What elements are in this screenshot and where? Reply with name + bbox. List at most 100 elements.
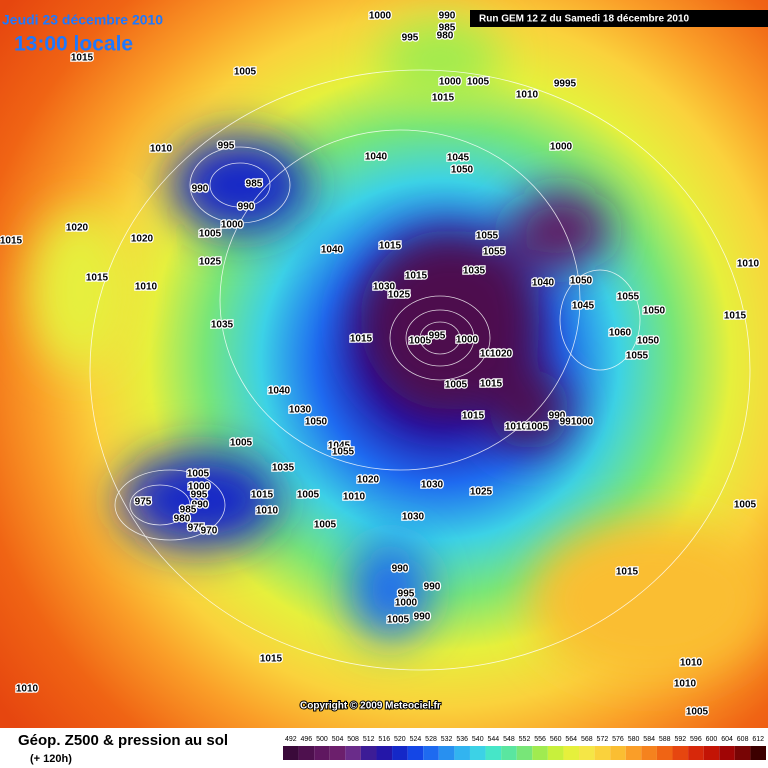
scale-label: 512 [363,736,375,743]
run-info: Run GEM 12 Z du Samedi 18 décembre 2010 [479,14,690,25]
scale-label: 536 [456,736,468,743]
isobar-label: 995 [398,589,415,600]
scale-label: 504 [332,736,344,743]
scale-label: 604 [721,736,733,743]
isobar-label: 1020 [490,349,513,360]
isobar-label: 1035 [211,320,234,331]
isobar-label: 970 [201,526,218,537]
isobar-label: 1035 [272,463,295,474]
isobar-label: 1010 [516,90,539,101]
scale-label: 544 [487,736,499,743]
isobar-label: 1020 [357,475,380,486]
isobar-label: 1050 [570,276,593,287]
isobar-label: 1055 [332,447,355,458]
scale-cell [547,746,564,760]
isobar-label: 1000 [456,335,479,346]
isobar-label: 1010 [480,349,503,360]
isobar-label: 1030 [289,405,312,416]
isobar-label: 1015 [432,93,455,104]
isobar-label: 990 [192,184,209,195]
scale-cell [283,746,299,760]
isobar-label: 1030 [373,282,396,293]
isobar-label: 1040 [532,278,555,289]
scale-label: 580 [628,736,640,743]
scale-label: 576 [612,736,624,743]
scale-label: 564 [565,736,577,743]
isobar-label: 985 [439,23,456,34]
scale-cell [501,746,517,760]
scale-cell [625,746,642,760]
footer-subtitle: (+ 120h) [30,753,72,765]
isobar-label: 1045 [572,301,595,312]
isobar-label: 1010 [680,658,703,669]
scale-label: 588 [659,736,671,743]
isobar-label: 1015 [379,241,402,252]
isobar-label: 1010 [505,422,528,433]
isobar-label: 1030 [402,512,425,523]
isobar-label: 980 [174,514,191,525]
isobar-label: 980 [437,31,454,42]
scale-label: 500 [316,736,328,743]
scale-cell [719,746,735,760]
scale-cell [298,746,315,760]
isobar-label: 1030 [421,480,444,491]
scale-label: 520 [394,736,406,743]
isobar-label: 1000 [439,77,462,88]
forecast-date: Jeudi 23 décembre 2010 [2,12,163,28]
isobars [89,69,751,671]
scale-label: 596 [690,736,702,743]
scale-cell [469,746,486,760]
run-box [470,10,768,27]
isobar-label: 975 [135,497,152,508]
isobar-label: 1000 [550,142,573,153]
isobar-label: 1005 [526,422,549,433]
isobar-label: 985 [246,179,263,190]
isobar-label: 9995 [554,79,577,90]
isobar-label: 990 [392,564,409,575]
isobar-label: 1005 [230,438,253,449]
isobar-label: 1055 [476,231,499,242]
scale-label: 532 [441,736,453,743]
isobar-label: 1005 [409,336,432,347]
isobar-label: 1005 [234,67,257,78]
scale-cell [672,746,689,760]
isobar-label: 1050 [637,336,660,347]
isobar-label: 1020 [66,223,89,234]
isobar-label: 995 [218,141,235,152]
scale-label: 600 [706,736,718,743]
scale-cell [407,746,424,760]
isobar-label: 1010 [737,259,760,270]
isobar-label: 1050 [451,165,474,176]
isobar-label: 1040 [321,245,344,256]
isobar-label: 1035 [463,266,486,277]
isobar-label: 1005 [686,707,709,718]
scale-cell [438,746,455,760]
isobar-label: 990 [424,582,441,593]
scale-label: 508 [347,736,359,743]
isobar-label: 995 [191,490,208,501]
scale-cell [734,746,751,760]
scale-cell [376,746,393,760]
isobar-label: 1000 [221,220,244,231]
isobar-label: 1045 [447,153,470,164]
isobar-label: 1055 [617,292,640,303]
scale-cell [750,746,766,760]
isobar-label: 1055 [483,247,506,258]
isobar-label: 995 [560,417,577,428]
isobar-label: 1010 [135,282,158,293]
isobar-label: 1025 [388,290,411,301]
scale-label: 540 [472,736,484,743]
isobar-label: 1015 [405,271,428,282]
scale-cell [610,746,626,760]
copyright: Copyright © 2009 Meteociel.fr [300,701,441,712]
isobar-label: 1005 [387,615,410,626]
scale-cell [314,746,330,760]
scale-cell [656,746,673,760]
isobar-label: 1055 [626,351,649,362]
isobar-label: 990 [192,500,209,511]
isobar-label: 1060 [609,328,632,339]
scale-label: 608 [737,736,749,743]
scale-cell [485,746,502,760]
isobar-label: 995 [429,331,446,342]
isobar-label: 1005 [734,500,757,511]
